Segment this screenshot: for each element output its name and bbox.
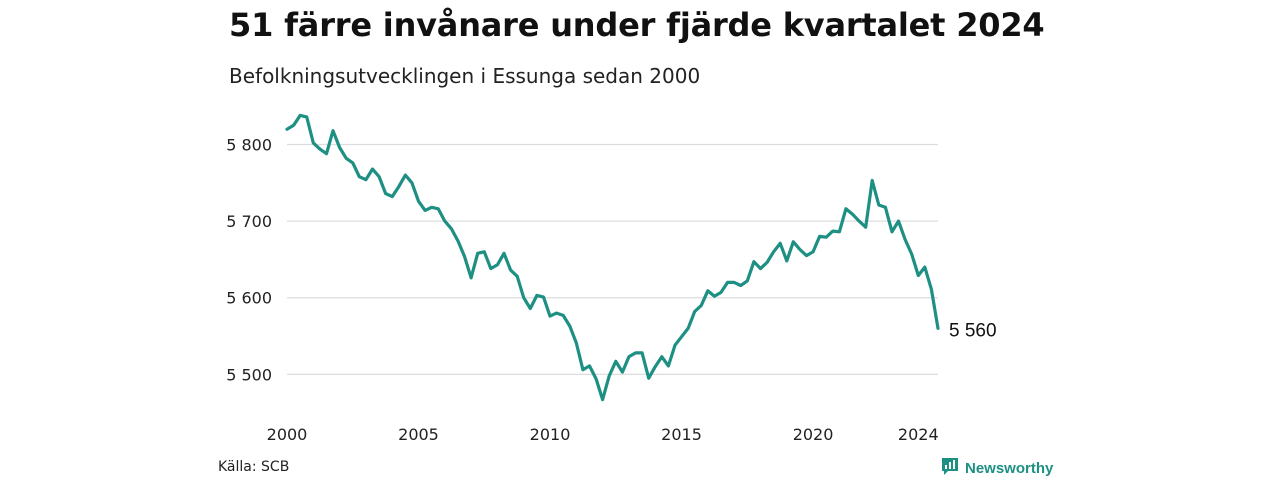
y-tick-label: 5 500 (226, 365, 272, 384)
source-note: Källa: SCB (218, 459, 290, 475)
grid-lines (287, 143, 938, 375)
series-line (285, 113, 940, 402)
x-tick-label: 2020 (793, 425, 834, 444)
y-tick-label: 5 600 (226, 289, 272, 308)
brand-logo[interactable]: Newsworthy (940, 456, 1053, 480)
x-tick-label: 2000 (267, 425, 308, 444)
chart-title: 51 färre invånare under fjärde kvartalet… (229, 6, 1045, 44)
series-layer (285, 113, 940, 402)
y-tick-label: 5 700 (226, 212, 272, 231)
newsworthy-logo-icon (940, 456, 960, 480)
x-tick-label: 2015 (661, 425, 702, 444)
brand-name: Newsworthy (965, 459, 1054, 477)
y-axis-ticks: 5 500 5 600 5 700 5 800 (226, 135, 272, 384)
label-layer: 5 560 (949, 320, 997, 341)
x-tick-label: 2005 (398, 425, 439, 444)
y-tick-label: 5 800 (226, 135, 272, 154)
end-value-label: 5 560 (949, 320, 997, 341)
x-axis-ticks: 2000 2005 2010 2015 2020 2024 (267, 425, 939, 444)
x-tick-label: 2010 (530, 425, 571, 444)
x-tick-label: 2024 (898, 425, 939, 444)
chart-subtitle: Befolkningsutvecklingen i Essunga sedan … (229, 64, 701, 88)
